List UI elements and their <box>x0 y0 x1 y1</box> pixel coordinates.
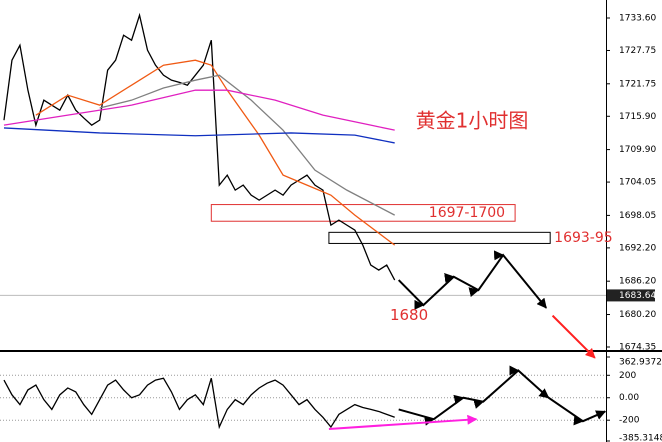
y-tick-label: -200 <box>619 416 640 426</box>
y-tick-label: 1680.20 <box>619 310 656 320</box>
y-tick-label: 0.00 <box>619 393 639 403</box>
series-line <box>35 59 396 246</box>
series-line <box>3 89 395 131</box>
y-tick-label: 1704.05 <box>619 178 656 188</box>
series-line <box>3 127 395 144</box>
chart-title: 黄金1小时图 <box>416 109 529 133</box>
y-tick-label: 1674.35 <box>619 343 656 353</box>
y-tick-label: 1709.90 <box>619 145 656 155</box>
current-price-label: 1683.64 <box>619 291 656 301</box>
zone-label: 1693-95 <box>554 230 613 246</box>
target-label: 1680 <box>390 306 428 324</box>
series-line <box>99 74 395 216</box>
series-line <box>3 12 396 281</box>
projection-arrow <box>328 414 478 430</box>
zone <box>328 231 551 244</box>
y-tick-label: 200 <box>619 371 636 381</box>
series-line <box>3 377 395 430</box>
projection-arrow <box>397 250 547 310</box>
y-tick-label: 1698.05 <box>619 211 656 221</box>
y-tick-label: 1727.75 <box>619 46 656 56</box>
projection-arrow <box>398 365 607 426</box>
y-tick-label: 1733.60 <box>619 13 656 23</box>
y-tick-label: 1686.20 <box>619 277 656 287</box>
y-tick-label: 362.9372 <box>619 358 662 368</box>
zone-label: 1697-1700 <box>429 205 505 221</box>
current-price-box <box>607 289 655 302</box>
y-tick-label: 1692.20 <box>619 243 656 253</box>
y-tick-label: -385.3148 <box>619 434 662 442</box>
y-tick-label: 1721.75 <box>619 79 656 89</box>
projection-arrow <box>551 314 596 359</box>
y-tick-label: 1715.90 <box>619 112 656 122</box>
